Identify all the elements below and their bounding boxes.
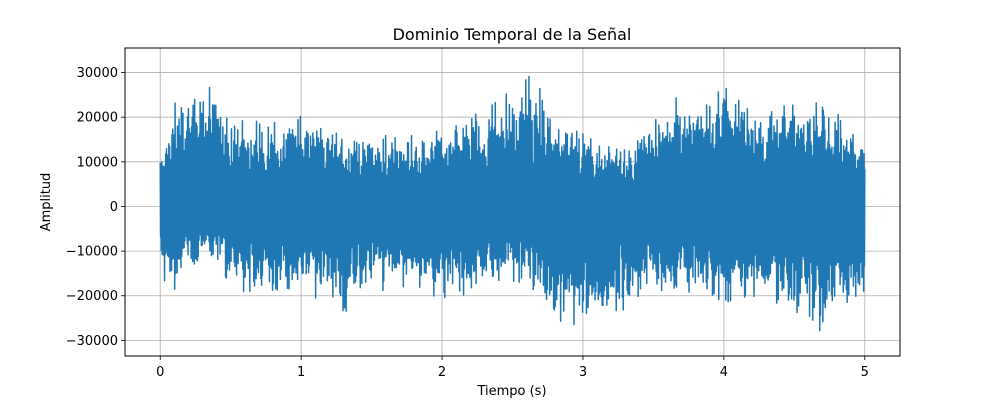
y-tick-label: 10000 (77, 155, 118, 170)
y-tick-label: −10000 (66, 245, 118, 260)
x-tick-label: 1 (297, 365, 305, 380)
y-tick-label: 20000 (77, 111, 118, 126)
x-tick-label: 0 (156, 365, 164, 380)
x-tick-label: 3 (579, 365, 587, 380)
y-tick-label: −20000 (66, 289, 118, 304)
x-axis-label: Tiempo (s) (476, 384, 546, 399)
x-axis-ticks: 0 1 2 3 4 5 (156, 356, 869, 380)
x-tick-label: 4 (720, 365, 728, 380)
y-tick-label: 0 (110, 200, 118, 215)
x-tick-label: 5 (861, 365, 869, 380)
y-tick-label: −30000 (66, 334, 118, 349)
signal-line (159, 75, 866, 332)
y-tick-label: 30000 (77, 66, 118, 81)
x-tick-label: 2 (438, 365, 446, 380)
chart-title: Dominio Temporal de la Señal (393, 25, 632, 44)
y-axis-label: Amplitud (39, 173, 54, 232)
y-axis-ticks: −30000 −20000 −10000 0 10000 20000 30000 (66, 66, 125, 349)
signal-series (159, 75, 866, 332)
plot-frame (124, 47, 901, 357)
